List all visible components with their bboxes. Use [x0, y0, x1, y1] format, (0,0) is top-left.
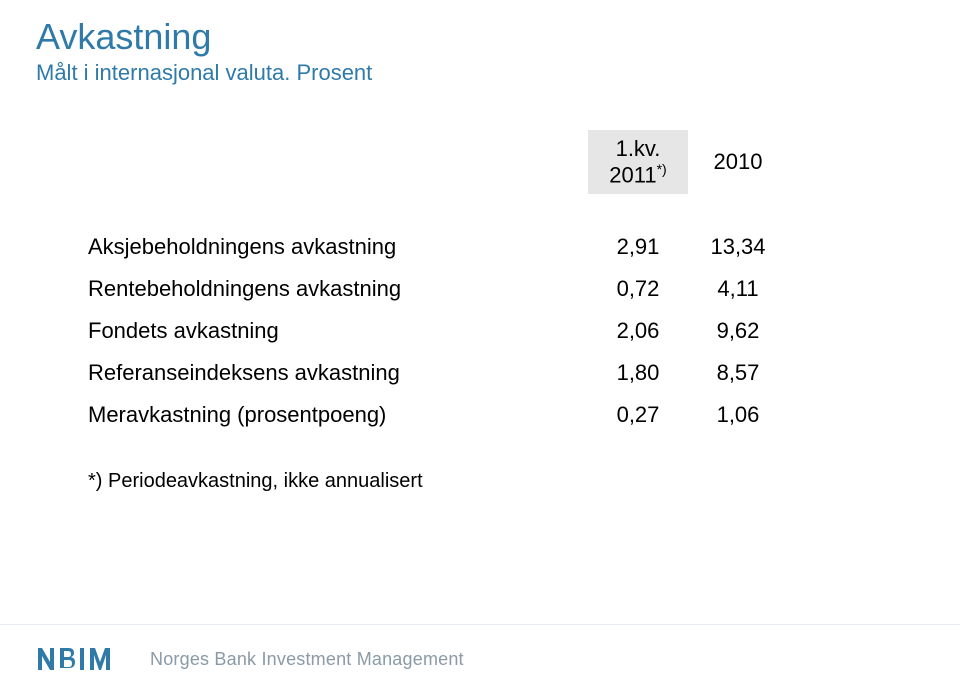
header-col-1-line2: 2011*) [609, 161, 666, 188]
table-row: Fondets avkastning 2,06 9,62 [88, 310, 788, 352]
row-label: Rentebeholdningens avkastning [88, 276, 588, 302]
slide: Avkastning Målt i internasjonal valuta. … [0, 0, 960, 682]
row-cell-2: 8,57 [688, 360, 788, 386]
page-subtitle: Målt i internasjonal valuta. Prosent [36, 60, 924, 86]
row-cell-1: 0,72 [588, 276, 688, 302]
table-row: Meravkastning (prosentpoeng) 0,27 1,06 [88, 394, 788, 436]
table-row: Aksjebeholdningens avkastning 2,91 13,34 [88, 226, 788, 268]
row-cell-1: 0,27 [588, 402, 688, 428]
header-col-1-base: 2011 [609, 163, 656, 188]
row-cell-2: 9,62 [688, 318, 788, 344]
row-cell-2: 4,11 [688, 276, 788, 302]
row-label: Fondets avkastning [88, 318, 588, 344]
header-col-1: 1.kv. 2011*) [588, 130, 688, 194]
row-label: Aksjebeholdningens avkastning [88, 234, 588, 260]
nbim-logo-icon [36, 646, 132, 672]
header-col-1-line1: 1.kv. [609, 136, 666, 161]
logo [36, 646, 132, 672]
footer: Norges Bank Investment Management [0, 624, 960, 682]
footer-bank-name: Norges Bank Investment Management [150, 649, 464, 670]
page-title: Avkastning [36, 16, 924, 58]
header-col-1-sup: *) [657, 161, 667, 177]
row-cell-2: 1,06 [688, 402, 788, 428]
row-cell-2: 13,34 [688, 234, 788, 260]
row-cell-1: 1,80 [588, 360, 688, 386]
table-row: Referanseindeksens avkastning 1,80 8,57 [88, 352, 788, 394]
row-label: Meravkastning (prosentpoeng) [88, 402, 588, 428]
row-label: Referanseindeksens avkastning [88, 360, 588, 386]
row-cell-1: 2,06 [588, 318, 688, 344]
row-cell-1: 2,91 [588, 234, 688, 260]
table-row: Rentebeholdningens avkastning 0,72 4,11 [88, 268, 788, 310]
footnote: *) Periodeavkastning, ikke annualisert [88, 470, 423, 493]
data-table: Aksjebeholdningens avkastning 2,91 13,34… [88, 226, 788, 436]
header-col-2: 2010 [688, 130, 788, 194]
